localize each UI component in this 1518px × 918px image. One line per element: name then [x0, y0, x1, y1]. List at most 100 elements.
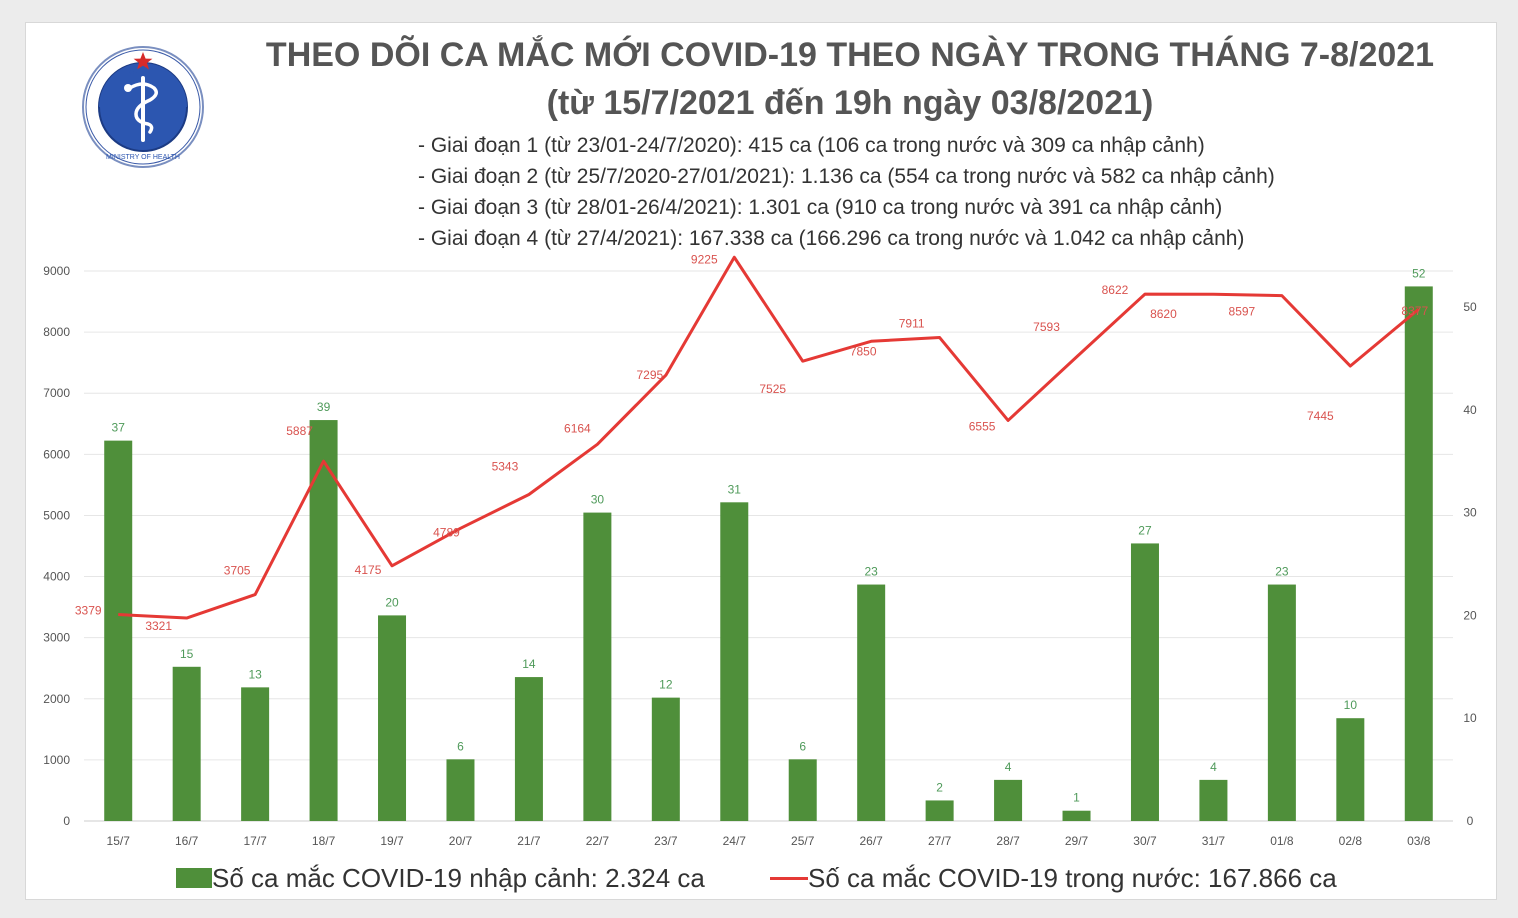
chart-card [25, 22, 1497, 900]
bar [1336, 718, 1365, 821]
bar-label: 37 [112, 421, 126, 435]
phase-4-text: - Giai đoạn 4 (từ 27/4/2021): 167.338 ca… [418, 227, 1245, 250]
line-label: 4175 [355, 563, 382, 577]
line-label: 4789 [433, 525, 460, 539]
x-axis-tick: 28/7 [996, 834, 1020, 848]
line-label: 8597 [1229, 305, 1256, 319]
right-axis-tick: 40 [1463, 403, 1477, 417]
bar [514, 677, 543, 821]
bar-label: 20 [385, 595, 399, 609]
bar-label: 23 [864, 565, 878, 579]
x-axis-tick: 19/7 [380, 834, 404, 848]
bar [1199, 779, 1228, 821]
line-label: 7911 [899, 317, 925, 331]
ministry-logo: BỘ Y TẾ MINISTRY OF HEALTH [82, 46, 204, 168]
x-axis-tick: 22/7 [586, 834, 610, 848]
left-axis-tick: 4000 [43, 570, 70, 584]
bar-label: 2 [936, 780, 943, 794]
x-axis-tick: 18/7 [312, 834, 336, 848]
bar [309, 420, 338, 821]
line-label: 7593 [1033, 320, 1060, 334]
legend-bars: Số ca mắc COVID-19 nhập cảnh: 2.324 ca [176, 860, 705, 896]
bar-label: 1 [1073, 791, 1080, 805]
line-label: 8622 [1102, 283, 1129, 297]
left-axis-tick: 2000 [43, 692, 70, 706]
legend-line-label: Số ca mắc COVID-19 trong nước: 167.866 c… [808, 862, 1337, 893]
legend-line: Số ca mắc COVID-19 trong nước: 167.866 c… [770, 860, 1337, 896]
line-label: 3379 [75, 604, 102, 618]
bar [857, 584, 886, 821]
bar [788, 759, 817, 821]
x-axis-tick: 20/7 [449, 834, 473, 848]
bar-label: 15 [180, 647, 194, 661]
bar [1130, 543, 1159, 821]
line-label: 8377 [1401, 304, 1428, 318]
line-label: 3321 [145, 619, 172, 633]
bar-label: 14 [522, 657, 536, 671]
phase-1-text: - Giai đoạn 1 (từ 23/01-24/7/2020): 415 … [418, 134, 1205, 157]
bar [583, 512, 612, 821]
line-label: 8620 [1150, 307, 1177, 321]
bar-label: 4 [1005, 760, 1012, 774]
logo-bottom-text: MINISTRY OF HEALTH [106, 154, 180, 161]
x-axis-tick: 24/7 [723, 834, 747, 848]
x-axis-tick: 03/8 [1407, 834, 1431, 848]
line-label: 6555 [969, 419, 996, 433]
bar-label: 12 [659, 678, 673, 692]
bar [651, 697, 680, 821]
bar-label: 4 [1210, 760, 1217, 774]
bar [104, 440, 133, 821]
left-axis-tick: 6000 [43, 447, 70, 461]
right-axis-tick: 50 [1463, 300, 1477, 314]
legend-bar-swatch [176, 868, 212, 888]
line-label: 7850 [850, 344, 877, 358]
line-label: 5343 [492, 459, 519, 473]
right-axis-tick: 0 [1467, 814, 1474, 828]
bar-label: 39 [317, 400, 331, 414]
bar [378, 615, 407, 821]
left-axis-tick: 5000 [43, 508, 70, 522]
right-axis-tick: 20 [1463, 608, 1477, 622]
x-axis-tick: 29/7 [1065, 834, 1089, 848]
chart-subtitle: (từ 15/7/2021 đến 19h ngày 03/8/2021) [546, 84, 1154, 122]
phase-3-text: - Giai đoạn 3 (từ 28/01-26/4/2021): 1.30… [418, 196, 1223, 219]
x-axis-tick: 26/7 [859, 834, 883, 848]
line-label: 7295 [636, 368, 663, 382]
left-axis-tick: 9000 [43, 264, 70, 278]
legend-line-swatch [770, 876, 808, 880]
bar-label: 6 [457, 739, 464, 753]
bar-label: 23 [1275, 565, 1289, 579]
left-axis-tick: 1000 [43, 753, 70, 767]
bar [925, 800, 954, 821]
domestic-cases-line [118, 255, 1420, 620]
legend-bar-label: Số ca mắc COVID-19 nhập cảnh: 2.324 ca [212, 862, 705, 893]
bar [172, 666, 201, 821]
bar [241, 687, 270, 821]
x-axis-tick: 01/8 [1270, 834, 1294, 848]
line-label: 3705 [224, 564, 251, 578]
x-axis-tick: 31/7 [1202, 834, 1226, 848]
line-label: 7445 [1307, 409, 1334, 423]
x-axis-tick: 27/7 [928, 834, 952, 848]
bar-label: 10 [1344, 698, 1358, 712]
chart-title: THEO DÕI CA MẮC MỚI COVID-19 THEO NGÀY T… [265, 36, 1435, 74]
x-axis-tick: 17/7 [243, 834, 267, 848]
x-axis-tick: 02/8 [1339, 834, 1363, 848]
right-axis-tick: 10 [1463, 711, 1477, 725]
bar [1267, 584, 1296, 821]
bar [1404, 286, 1433, 822]
logo-top-text: BỘ Y TẾ [125, 65, 161, 76]
line-label: 5887 [286, 424, 313, 438]
x-axis-tick: 16/7 [175, 834, 199, 848]
bar-label: 52 [1412, 266, 1426, 280]
bar-label: 27 [1138, 523, 1152, 537]
left-axis-tick: 8000 [43, 325, 70, 339]
line-label: 6164 [564, 421, 591, 435]
bar [720, 502, 749, 821]
bar-label: 30 [591, 493, 605, 507]
x-axis-tick: 15/7 [107, 834, 131, 848]
x-axis-tick: 23/7 [654, 834, 678, 848]
bar-label: 31 [728, 482, 742, 496]
caduceus-icon [124, 76, 158, 142]
